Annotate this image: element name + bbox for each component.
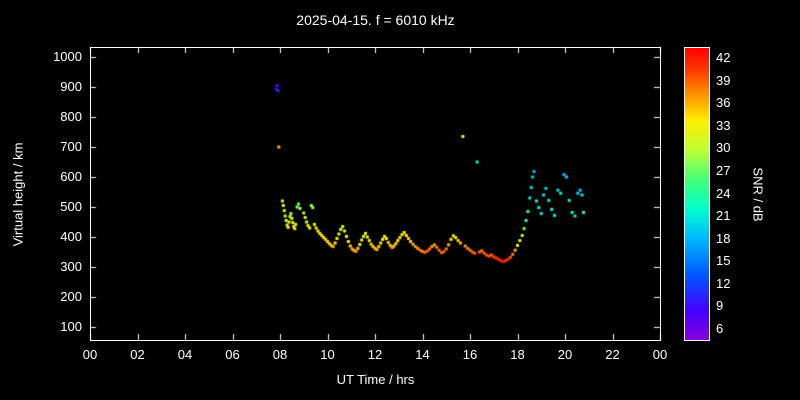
x-tick-label: 08 (272, 347, 288, 362)
colorbar-tick-label: 6 (716, 320, 724, 336)
y-tick-label: 400 (60, 229, 82, 244)
colorbar-tick-label: 18 (716, 230, 731, 246)
y-tick-label: 900 (60, 79, 82, 94)
colorbar-axis-label: SNR / dB (750, 167, 766, 222)
y-tick-label: 800 (60, 109, 82, 124)
x-axis-label: UT Time / hrs (336, 372, 415, 387)
x-tick-label: 00 (82, 347, 98, 362)
colorbar-gradient (684, 47, 710, 341)
colorbar-tick-label: 39 (716, 72, 731, 88)
colorbar-tick-label: 33 (716, 117, 731, 133)
y-axis-label: Virtual height / km (10, 142, 26, 247)
plot-area (90, 47, 661, 341)
x-tick-label: 22 (605, 347, 620, 362)
y-tick-label: 700 (60, 139, 82, 154)
colorbar-tick-label: 30 (716, 140, 731, 156)
x-tick-label: 04 (177, 347, 193, 362)
y-tick-label: 1000 (53, 49, 82, 64)
x-tick-label: 12 (367, 347, 383, 362)
x-tick-label: 16 (462, 347, 478, 362)
y-tick-label: 200 (60, 289, 82, 304)
colorbar-tick-label: 9 (716, 298, 724, 314)
colorbar-tick-label: 36 (716, 95, 731, 111)
x-tick-label: 00 (652, 347, 668, 362)
x-tick-label: 20 (557, 347, 573, 362)
y-tick-label: 500 (60, 199, 82, 214)
colorbar-tick-label: 42 (716, 50, 731, 66)
y-tick-label: 300 (60, 259, 82, 274)
x-tick-label: 06 (225, 347, 240, 362)
x-tick-label: 10 (320, 347, 335, 362)
colorbar-tick-label: 27 (716, 162, 731, 178)
x-tick-label: 18 (510, 347, 525, 362)
x-tick-label: 14 (415, 347, 430, 362)
colorbar-tick-label: 21 (716, 208, 731, 224)
chart-title: 2025-04-15. f = 6010 kHz (296, 12, 455, 28)
y-tick-label: 600 (60, 169, 82, 184)
colorbar-tick-label: 15 (716, 253, 731, 269)
x-tick-label: 02 (130, 347, 145, 362)
colorbar-tick-label: 24 (716, 185, 731, 201)
colorbar-tick-label: 12 (716, 275, 731, 291)
y-tick-label: 100 (60, 319, 82, 334)
